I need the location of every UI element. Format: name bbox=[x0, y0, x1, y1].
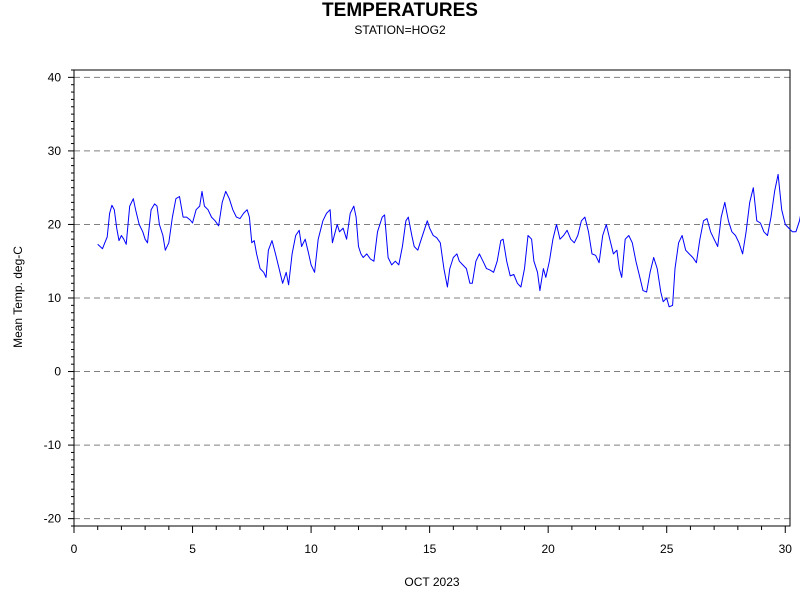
y-axis-label: Mean Temp. deg-C bbox=[11, 246, 25, 348]
chart-title: TEMPERATURES bbox=[322, 0, 478, 21]
series-group bbox=[97, 173, 800, 308]
y-tick-label: 20 bbox=[48, 217, 62, 231]
grid-lines bbox=[74, 76, 790, 520]
y-tick-label: 30 bbox=[48, 144, 62, 158]
y-axis: -20 -10 0 10 20 30 40 bbox=[44, 69, 74, 527]
x-tick-label: 20 bbox=[541, 542, 555, 556]
y-tick-label: -10 bbox=[44, 438, 62, 452]
y-tick-label: 40 bbox=[48, 70, 62, 84]
plot-frame bbox=[73, 69, 791, 527]
series-line bbox=[97, 173, 800, 308]
x-axis-label: OCT 2023 bbox=[404, 575, 459, 589]
x-tick-label: 30 bbox=[779, 542, 793, 556]
x-tick-label: 25 bbox=[660, 542, 674, 556]
x-axis: 0 5 10 15 20 25 30 bbox=[71, 526, 793, 556]
x-tick-label: 0 bbox=[71, 542, 78, 556]
y-tick-label: 10 bbox=[48, 291, 62, 305]
x-tick-label: 5 bbox=[189, 542, 196, 556]
y-tick-label: -20 bbox=[44, 512, 62, 526]
x-tick-label: 10 bbox=[304, 542, 318, 556]
chart-subtitle: STATION=HOG2 bbox=[354, 23, 446, 37]
y-tick-label: 0 bbox=[54, 365, 61, 379]
x-tick-label: 15 bbox=[423, 542, 437, 556]
